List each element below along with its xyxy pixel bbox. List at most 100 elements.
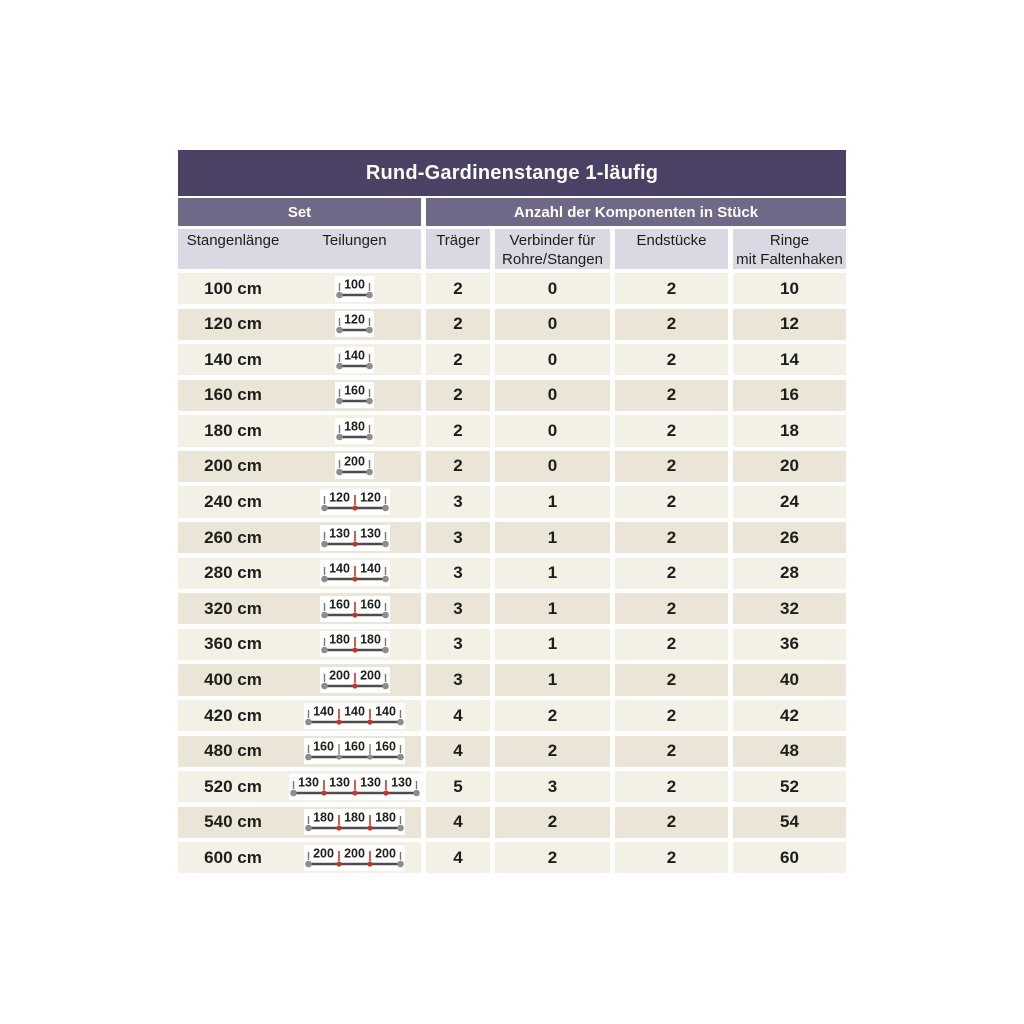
cell-set: 600 cm 200 200 200	[178, 842, 421, 874]
cell-ringe: 36	[733, 628, 846, 660]
column-header-teilungen: Teilungen	[322, 232, 387, 249]
cell-set: 320 cm 160 160	[178, 593, 421, 625]
column-header-endstuecke: Endstücke	[615, 229, 728, 269]
svg-text:180: 180	[313, 811, 334, 825]
table-row: 320 cm 160 160 3 1 2 32	[178, 593, 846, 625]
rod-dimension-icon: 180 180 180	[304, 809, 405, 836]
cell-endstuecke: 2	[615, 273, 728, 305]
cell-endstuecke: 2	[615, 593, 728, 625]
cell-stangenlaenge: 320 cm	[204, 598, 262, 618]
column-header-verbinder-line1: Verbinder für	[509, 232, 596, 249]
cell-ringe: 12	[733, 308, 846, 340]
cell-stangenlaenge: 540 cm	[204, 812, 262, 832]
cell-stangenlaenge: 140 cm	[204, 349, 262, 369]
rod-dimension-icon: 160 160 160	[304, 738, 405, 765]
svg-text:130: 130	[298, 775, 319, 789]
cell-ringe: 42	[733, 699, 846, 732]
cell-set: 200 cm 200	[178, 450, 421, 483]
cell-ringe: 14	[733, 344, 846, 376]
svg-text:180: 180	[360, 633, 381, 647]
cell-endstuecke: 2	[615, 664, 728, 696]
svg-text:180: 180	[329, 633, 350, 647]
cell-stangenlaenge: 480 cm	[204, 741, 262, 761]
cell-verbinder: 0	[495, 379, 610, 411]
svg-text:200: 200	[360, 668, 381, 682]
cell-ringe: 26	[733, 522, 846, 554]
column-header-stangenlaenge: Stangenlänge	[186, 232, 280, 249]
cell-stangenlaenge: 600 cm	[204, 847, 262, 867]
cell-verbinder: 2	[495, 699, 610, 732]
cell-set: 400 cm 200 200	[178, 664, 421, 696]
cell-traeger: 2	[426, 308, 490, 340]
cell-traeger: 3	[426, 522, 490, 554]
cell-verbinder: 1	[495, 664, 610, 696]
rod-dimension-icon: 200	[335, 453, 374, 480]
column-header-traeger: Träger	[426, 229, 490, 269]
rod-dimension-icon: 160	[335, 382, 374, 409]
cell-traeger: 2	[426, 273, 490, 305]
rod-dimension-icon: 140 140	[319, 560, 390, 587]
rod-dimension-icon: 120 120	[319, 489, 390, 516]
svg-text:200: 200	[329, 668, 350, 682]
cell-endstuecke: 2	[615, 415, 728, 447]
svg-text:120: 120	[329, 491, 350, 505]
teilungen-diagram: 120 120	[288, 486, 421, 517]
table-row: 420 cm 140 140 140 4 2 2 42	[178, 699, 846, 732]
svg-text:130: 130	[360, 526, 381, 540]
column-header-set-section: Stangenlänge Teilungen	[178, 229, 421, 269]
rod-dimension-icon: 140 140 140	[304, 702, 405, 729]
svg-text:200: 200	[344, 455, 365, 469]
table-title: Rund-Gardinenstange 1-läufig	[178, 150, 846, 196]
rod-dimension-icon: 200 200	[319, 666, 390, 693]
cell-stangenlaenge: 280 cm	[204, 563, 262, 583]
rod-dimension-icon: 140	[335, 346, 374, 373]
cell-verbinder: 1	[495, 486, 610, 518]
cell-verbinder: 0	[495, 450, 610, 483]
column-header-ringe-line2: mit Faltenhaken	[736, 251, 843, 268]
table-row: 540 cm 180 180 180 4 2 2 54	[178, 806, 846, 838]
svg-text:140: 140	[344, 704, 365, 718]
cell-endstuecke: 2	[615, 628, 728, 660]
svg-text:130: 130	[391, 775, 412, 789]
rod-dimension-icon: 180	[335, 417, 374, 444]
svg-text:160: 160	[375, 740, 396, 754]
table-rows: 100 cm 100 2 0 2 10 120 cm 120 2 0 2 12 140 cm 140 2 0 2…	[178, 273, 846, 874]
rod-dimension-icon: 120	[335, 311, 374, 338]
cell-traeger: 4	[426, 806, 490, 838]
teilungen-diagram: 180	[288, 415, 421, 446]
cell-set: 140 cm 140	[178, 344, 421, 376]
cell-set: 180 cm 180	[178, 415, 421, 447]
column-header-ringe: Ringe mit Faltenhaken	[733, 229, 846, 269]
svg-text:180: 180	[375, 811, 396, 825]
svg-text:140: 140	[344, 348, 365, 362]
teilungen-diagram: 130 130	[288, 522, 421, 553]
table-row: 280 cm 140 140 3 1 2 28	[178, 557, 846, 589]
table-row: 140 cm 140 2 0 2 14	[178, 344, 846, 376]
cell-stangenlaenge: 520 cm	[204, 776, 262, 796]
column-header-verbinder: Verbinder für Rohre/Stangen	[495, 229, 610, 269]
svg-text:160: 160	[344, 740, 365, 754]
cell-verbinder: 0	[495, 415, 610, 447]
cell-endstuecke: 2	[615, 450, 728, 483]
column-header-verbinder-line2: Rohre/Stangen	[502, 251, 603, 268]
cell-traeger: 2	[426, 344, 490, 376]
cell-ringe: 24	[733, 486, 846, 518]
cell-set: 240 cm 120 120	[178, 486, 421, 518]
cell-verbinder: 1	[495, 557, 610, 589]
cell-verbinder: 0	[495, 344, 610, 376]
svg-text:160: 160	[344, 384, 365, 398]
cell-set: 360 cm 180 180	[178, 628, 421, 660]
cell-verbinder: 0	[495, 308, 610, 340]
table-row: 200 cm 200 2 0 2 20	[178, 450, 846, 483]
svg-text:140: 140	[313, 704, 334, 718]
cell-ringe: 54	[733, 806, 846, 838]
cell-stangenlaenge: 420 cm	[204, 705, 262, 725]
cell-traeger: 3	[426, 664, 490, 696]
cell-endstuecke: 2	[615, 842, 728, 874]
table-row: 240 cm 120 120 3 1 2 24	[178, 486, 846, 518]
cell-endstuecke: 2	[615, 806, 728, 838]
table-row: 600 cm 200 200 200 4 2 2 60	[178, 842, 846, 874]
teilungen-diagram: 160 160 160	[288, 736, 421, 767]
svg-text:140: 140	[329, 562, 350, 576]
cell-ringe: 28	[733, 557, 846, 589]
